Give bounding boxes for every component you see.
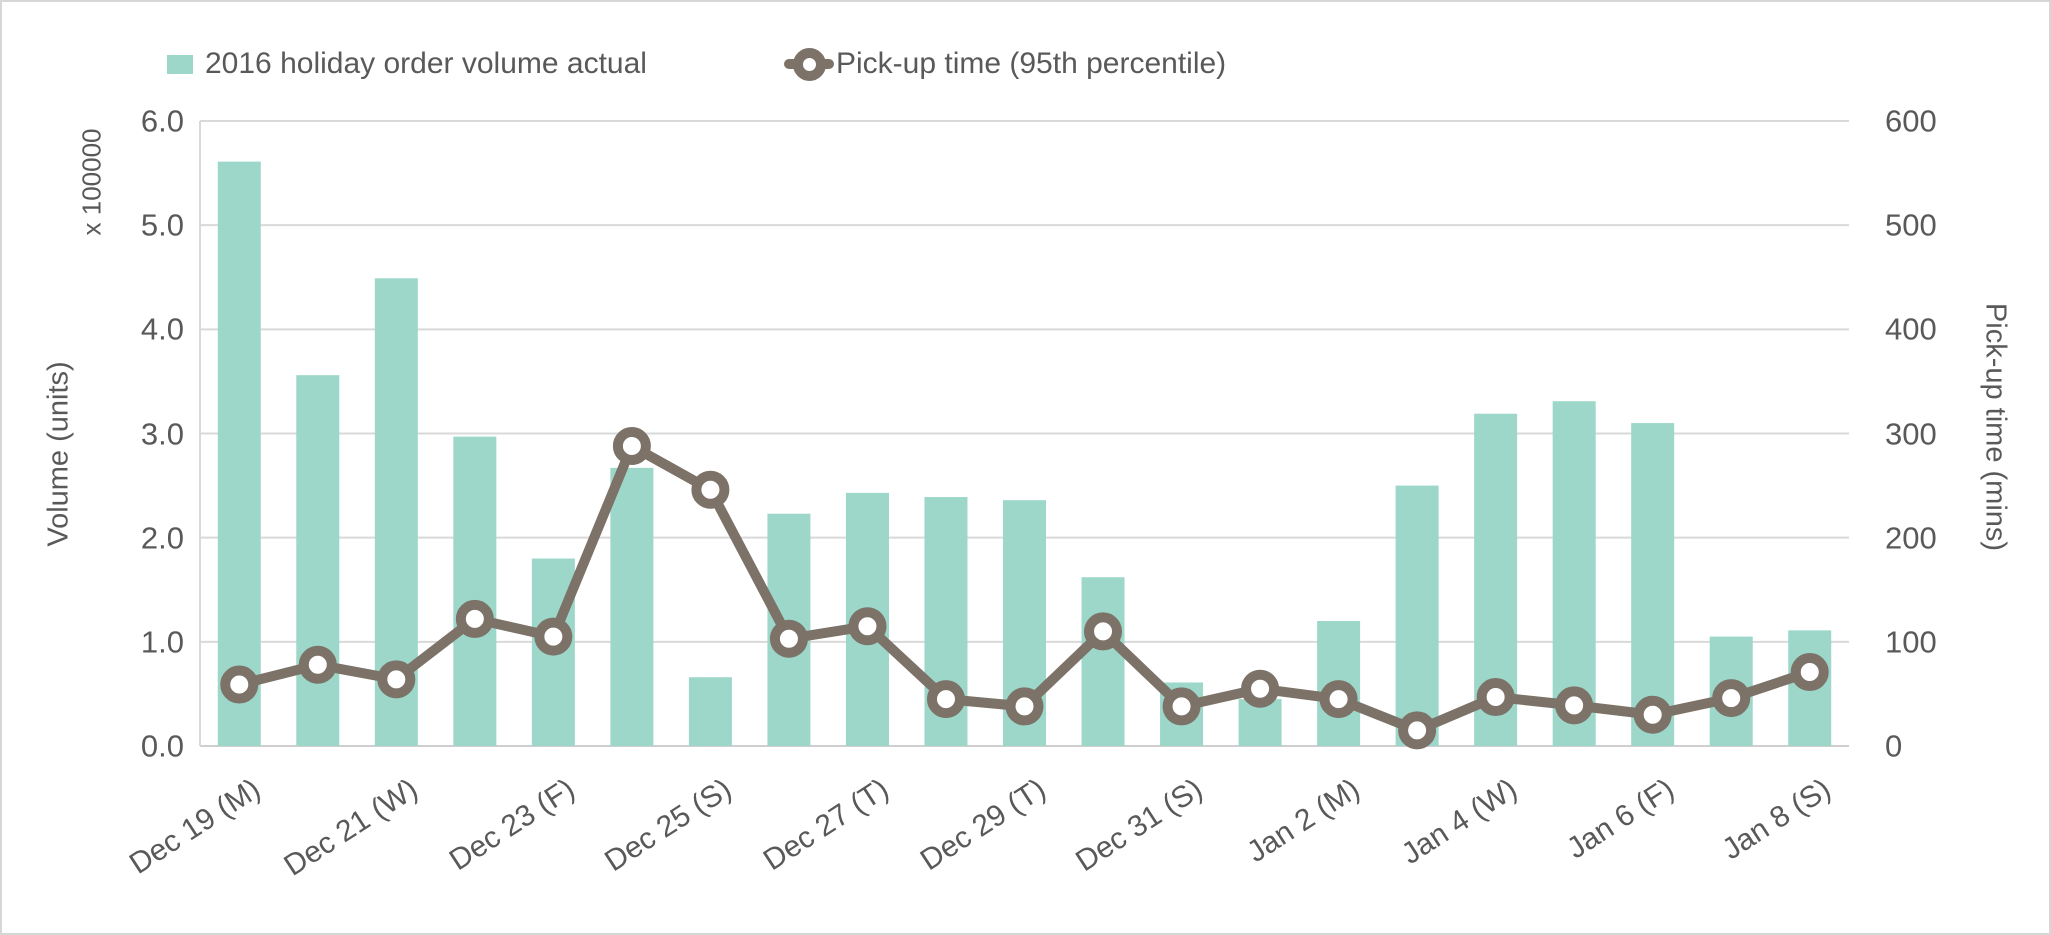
left-y-tick-label: 6.0	[140, 103, 184, 139]
legend-label-pickup: Pick-up time (95th percentile)	[836, 47, 1227, 80]
pickup-marker	[1084, 612, 1123, 651]
right-y-tick-label: 400	[1885, 311, 1937, 347]
left-y-tick-label: 1.0	[140, 624, 184, 660]
pickup-marker	[1476, 678, 1515, 717]
left-y-tick-label: 4.0	[140, 311, 184, 347]
pickup-marker	[612, 427, 651, 465]
legend-item-pickup[interactable]: Pick-up time (95th percentile)	[784, 46, 1226, 82]
pickup-marker	[1162, 687, 1201, 726]
right-y-tick-label: 300	[1885, 416, 1937, 451]
volume-bar	[610, 467, 654, 746]
left-y-tick-label: 2.0	[140, 520, 184, 556]
pickup-marker	[1790, 653, 1829, 692]
pickup-marker	[1005, 687, 1044, 726]
left-y-tick-label: 0.0	[140, 728, 184, 764]
pickup-marker	[455, 599, 494, 638]
volume-bar	[688, 677, 732, 746]
pickup-marker	[1398, 711, 1437, 750]
volume-bar	[1395, 485, 1439, 746]
pickup-marker	[1319, 680, 1358, 719]
left-y-tick-label: 5.0	[140, 207, 184, 243]
right-y-tick-label: 200	[1885, 520, 1937, 556]
pickup-marker	[1555, 686, 1594, 725]
pickup-marker	[1712, 679, 1751, 718]
right-y-tick-label: 500	[1885, 207, 1937, 243]
pickup-marker	[298, 645, 337, 684]
right-y-tick-label: 600	[1885, 103, 1937, 139]
pickup-marker	[769, 619, 808, 658]
right-y-tick-label: 0	[1885, 728, 1903, 764]
volume-bar	[1631, 423, 1675, 746]
volume-bar	[217, 161, 261, 746]
pickup-marker	[926, 680, 965, 719]
left-y-tick-label: 3.0	[140, 416, 184, 451]
pickup-marker	[534, 617, 573, 656]
pickup-series-marker-icon	[784, 47, 834, 81]
volume-bar	[453, 436, 497, 746]
pickup-marker	[220, 665, 259, 704]
volume-bar	[296, 375, 340, 746]
volume-series-swatch-icon	[167, 54, 193, 74]
pickup-marker	[848, 607, 887, 646]
legend-item-volume[interactable]: 2016 holiday order volume actual	[167, 46, 647, 82]
legend-label-volume: 2016 holiday order volume actual	[205, 47, 647, 80]
pickup-marker	[691, 470, 730, 509]
volume-bar	[1081, 577, 1125, 746]
right-y-tick-label: 100	[1885, 624, 1937, 660]
pickup-marker	[1241, 669, 1280, 708]
pickup-marker	[377, 660, 416, 699]
pickup-marker	[1633, 695, 1672, 734]
